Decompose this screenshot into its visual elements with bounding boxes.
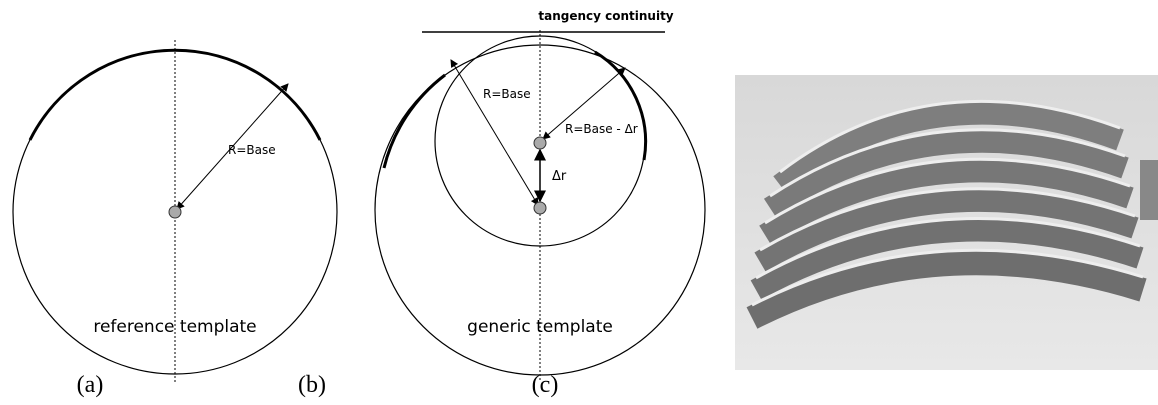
panel-label: (a) — [77, 372, 104, 398]
center — [534, 202, 546, 214]
caption: generic template — [467, 317, 613, 337]
thick-arc — [595, 52, 646, 160]
panel-label: (c) — [532, 372, 559, 398]
figure: R=Base reference template tangency conti… — [0, 0, 1158, 405]
center — [534, 137, 546, 149]
radius-label: R=Base — [483, 87, 531, 101]
center — [169, 206, 181, 218]
offset-label: Δr — [552, 169, 567, 184]
edge-object — [1140, 160, 1158, 220]
title: tangency continuity — [538, 9, 673, 23]
radius-label: R=Base — [228, 143, 276, 157]
thick-arc — [30, 50, 320, 140]
photo — [735, 75, 1158, 370]
page: R=Base reference template tangency conti… — [0, 0, 1158, 405]
reference-template: R=Base reference template — [13, 40, 337, 382]
radius-label: R=Base - Δr — [565, 122, 638, 136]
generic-template: tangency continuity R=Base R=Base - Δr Δ… — [375, 9, 705, 382]
panel-label: (b) — [298, 372, 326, 398]
big-radius-arrow — [451, 60, 538, 205]
caption: reference template — [93, 317, 256, 337]
